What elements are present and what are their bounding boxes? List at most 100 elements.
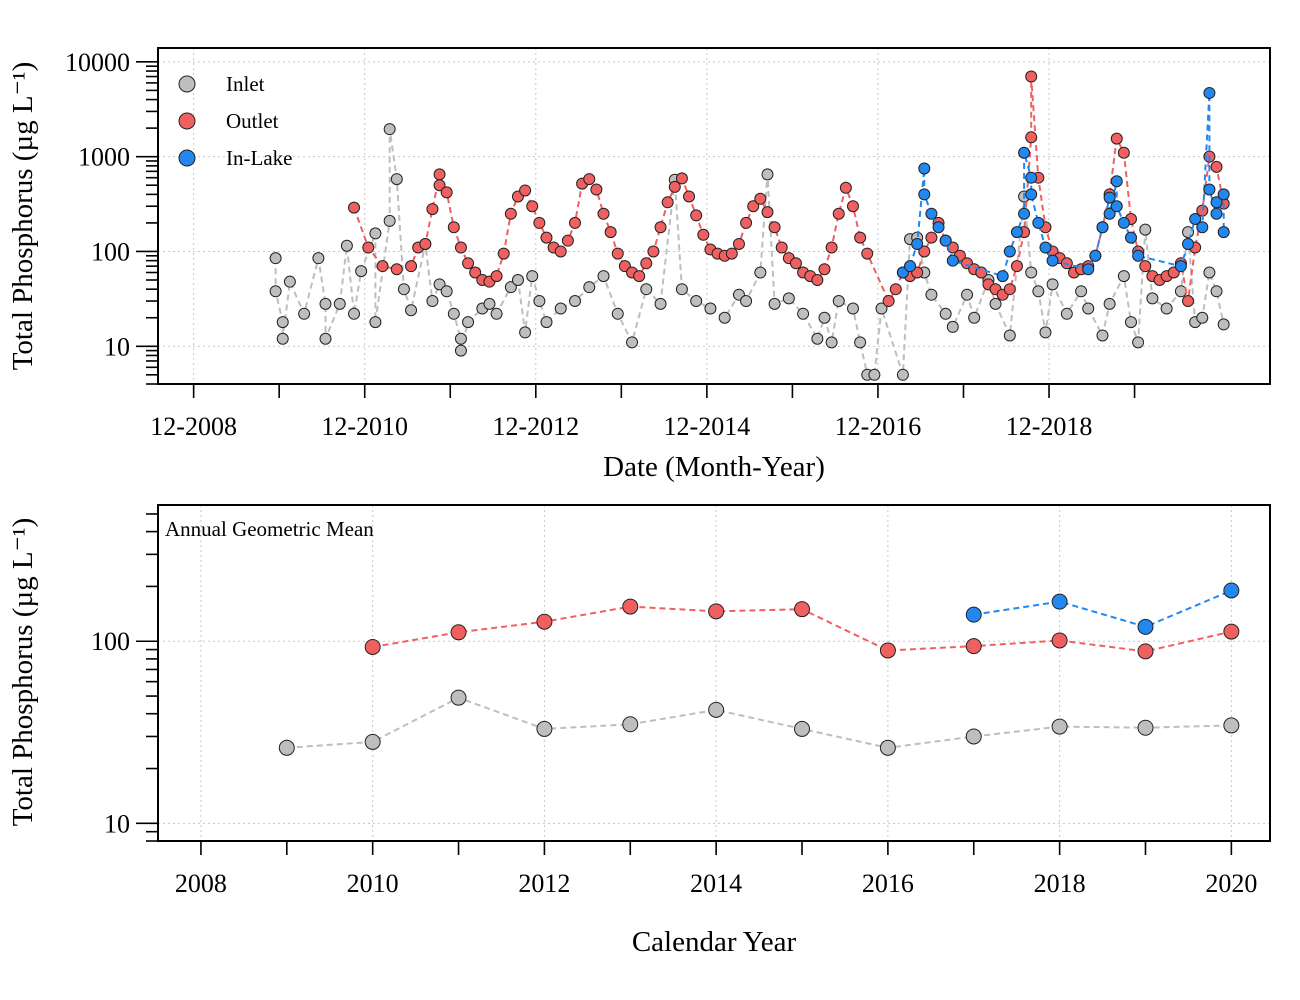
- annual-mean-series: [278, 582, 1240, 756]
- legend: Inlet Outlet In-Lake: [178, 72, 292, 170]
- y-tick-label: 100: [91, 237, 130, 266]
- data-point-in-lake: [1025, 171, 1038, 184]
- legend-label-outlet: Outlet: [226, 109, 279, 133]
- data-point-inlet: [269, 252, 282, 265]
- data-point-outlet: [740, 216, 753, 229]
- data-point-inlet: [611, 307, 624, 320]
- data-point-outlet: [504, 207, 517, 220]
- data-point-outlet: [376, 260, 389, 273]
- data-point-outlet: [732, 237, 745, 250]
- data-point-outlet: [768, 221, 781, 234]
- data-point-in-lake: [1039, 241, 1052, 254]
- data-point-inlet: [811, 332, 824, 345]
- data-point-inlet: [298, 307, 311, 320]
- data-point-inlet: [276, 316, 289, 329]
- series-inlet: [278, 689, 1240, 756]
- data-point-outlet: [426, 203, 439, 216]
- data-point-inlet: [340, 239, 353, 252]
- legend-label-in-lake: In-Lake: [226, 146, 292, 170]
- data-point-inlet: [504, 281, 517, 294]
- data-point-outlet: [675, 172, 688, 185]
- data-point-inlet: [536, 720, 553, 737]
- data-point-outlet: [462, 257, 475, 270]
- data-point-inlet: [782, 292, 795, 305]
- data-point-inlet: [797, 307, 810, 320]
- data-point-inlet: [569, 295, 581, 308]
- data-point-in-lake: [1003, 245, 1016, 258]
- data-point-inlet: [383, 214, 396, 227]
- data-point-inlet: [1223, 717, 1240, 734]
- data-point-inlet: [1039, 326, 1052, 339]
- data-point-outlet: [469, 266, 482, 279]
- data-point-inlet: [1003, 329, 1016, 342]
- data-point-inlet: [1060, 307, 1073, 320]
- data-point-outlet: [839, 181, 852, 194]
- data-point-inlet: [690, 295, 703, 308]
- data-point-outlet: [725, 247, 738, 260]
- data-point-in-lake: [1046, 254, 1059, 267]
- data-point-outlet: [1223, 623, 1240, 640]
- data-point-outlet: [754, 192, 767, 205]
- legend-marker-outlet: [178, 112, 196, 130]
- annual-mean-y-axis-label: Total Phosphorus (µg L⁻¹): [7, 518, 39, 827]
- data-point-outlet: [433, 168, 446, 181]
- data-point-inlet: [1032, 285, 1045, 298]
- x-tick-label: 12-2010: [321, 412, 408, 441]
- data-point-inlet: [447, 307, 460, 320]
- data-point-in-lake: [904, 260, 917, 273]
- data-point-outlet: [1010, 260, 1023, 273]
- data-point-outlet: [789, 257, 802, 270]
- annual-mean-x-axis-label: Calendar Year: [632, 926, 797, 958]
- data-point-inlet: [1203, 266, 1216, 279]
- data-point-outlet: [861, 247, 874, 260]
- data-point-inlet: [946, 320, 959, 333]
- data-point-outlet: [825, 241, 838, 254]
- data-point-inlet: [896, 368, 909, 381]
- data-point-outlet: [1025, 131, 1038, 144]
- x-tick-label: 12-2014: [664, 412, 751, 441]
- series-outlet: [364, 598, 1240, 660]
- x-tick-label: 12-2016: [835, 412, 922, 441]
- data-point-outlet: [1051, 632, 1068, 649]
- data-point-inlet: [1051, 718, 1068, 735]
- x-tick-label: 12-2018: [1006, 412, 1093, 441]
- data-point-inlet: [1117, 270, 1130, 283]
- data-point-outlet: [708, 603, 725, 620]
- data-point-inlet: [626, 336, 639, 349]
- data-point-in-lake: [1196, 221, 1209, 234]
- data-point-outlet: [633, 270, 646, 283]
- data-point-inlet: [405, 304, 418, 317]
- y-tick-label: 1000: [78, 143, 130, 172]
- data-point-inlet: [768, 297, 781, 310]
- data-point-inlet: [704, 302, 717, 315]
- data-point-in-lake: [1203, 183, 1216, 196]
- data-point-in-lake: [1010, 226, 1023, 239]
- data-point-inlet: [278, 739, 295, 756]
- data-point-inlet: [1096, 329, 1109, 342]
- series-line-outlet: [353, 76, 1225, 304]
- data-point-outlet: [1210, 160, 1223, 173]
- data-point-outlet: [683, 190, 696, 203]
- x-tick-label: 2016: [862, 869, 914, 898]
- data-point-outlet: [419, 237, 432, 250]
- series-line-in-lake: [973, 589, 1232, 628]
- data-point-inlet: [968, 311, 981, 324]
- data-point-inlet: [754, 266, 767, 279]
- data-point-inlet: [1025, 266, 1038, 279]
- data-point-inlet: [818, 311, 831, 324]
- data-point-inlet: [875, 302, 888, 315]
- data-point-outlet: [918, 245, 931, 258]
- data-point-in-lake: [1189, 213, 1202, 226]
- data-point-in-lake: [1217, 188, 1230, 201]
- timeseries-x-axis-label: Date (Month-Year): [603, 451, 825, 483]
- data-point-inlet: [1075, 285, 1088, 298]
- data-point-outlet: [1117, 146, 1130, 159]
- timeseries-x-axis: 12-2008 12-2010 12-2012 12-2014 12-2016 12-20…: [150, 384, 1136, 441]
- data-point-outlet: [597, 207, 610, 220]
- data-point-outlet: [965, 638, 982, 655]
- data-point-outlet: [668, 180, 681, 193]
- data-point-outlet: [583, 173, 596, 186]
- data-point-outlet: [747, 200, 760, 213]
- data-point-inlet: [1103, 297, 1116, 310]
